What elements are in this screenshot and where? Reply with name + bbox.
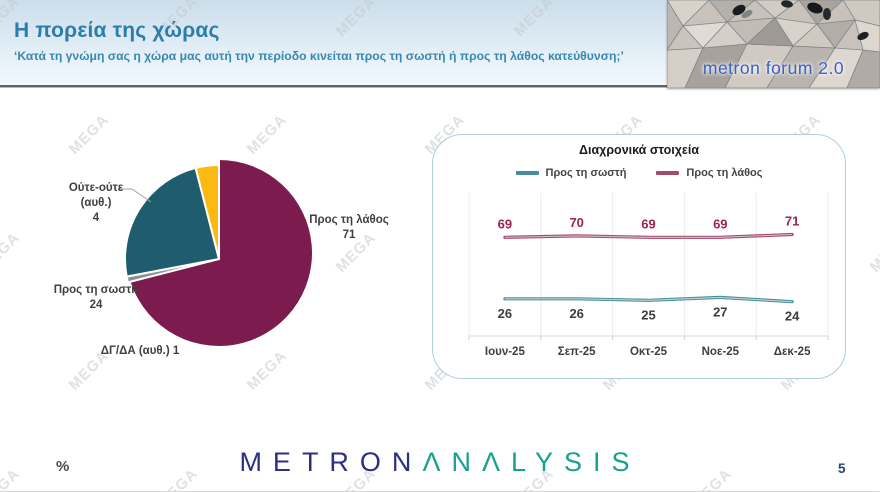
pie-callout-dgda-label: ΔΓ/ΔΑ (αυθ.) 1: [100, 345, 180, 357]
mega-watermark: MEGA: [866, 229, 880, 276]
svg-text:Ιουν-25: Ιουν-25: [485, 346, 526, 358]
legend-label-lathos: Προς τη λάθος: [686, 167, 763, 179]
svg-text:Νοε-25: Νοε-25: [702, 346, 740, 358]
svg-text:Σεπ-25: Σεπ-25: [558, 346, 596, 358]
pie-callout-oute-value: 4: [92, 212, 100, 224]
pie-callout-oute: Ούτε-ούτε (αυθ.) 4: [50, 181, 142, 226]
legend-item-lathos: Προς τη λάθος: [656, 167, 762, 179]
svg-text:Οκτ-25: Οκτ-25: [630, 346, 668, 358]
svg-text:26: 26: [498, 306, 512, 321]
svg-text:69: 69: [498, 216, 512, 231]
header: Η πορεία της χώρας ‘Κατά τη γνώμη σας η …: [14, 19, 624, 63]
metron-analysis-logo: METRONΛNΛLYSIS: [0, 447, 880, 478]
pie-callout-lathos-label: Προς τη λάθος: [309, 214, 389, 226]
svg-text:70: 70: [569, 215, 583, 230]
pie-callout-oute-label2: (αυθ.): [80, 197, 112, 209]
legend-swatch-sosti: [515, 171, 539, 175]
pie-callout-dgda: ΔΓ/ΔΑ (αυθ.) 1: [88, 344, 192, 359]
pie-callout-oute-label: Ούτε-ούτε: [68, 182, 124, 194]
svg-text:71: 71: [785, 214, 799, 229]
pie-callout-sosti-label: Προς τη σωστή: [53, 284, 139, 296]
svg-text:25: 25: [641, 307, 655, 322]
legend-swatch-lathos: [656, 171, 680, 175]
page-number: 5: [838, 461, 846, 476]
svg-text:Δεκ-25: Δεκ-25: [774, 346, 811, 358]
legend-label-sosti: Προς τη σωστή: [545, 167, 627, 179]
brand-analysis: ΛNΛLYSIS: [422, 447, 641, 477]
trend-line-chart: Ιουν-25 Σεπ-25 Οκτ-25 Νοε-25 Δεκ-25 26 26 25 27 2…: [468, 193, 829, 358]
header-divider-shadow: [0, 87, 880, 88]
pie-svg: [118, 158, 314, 348]
pie-callout-sosti-value: 24: [89, 299, 103, 311]
svg-text:69: 69: [713, 216, 727, 231]
svg-text:69: 69: [641, 216, 655, 231]
trend-legend: Προς τη σωστή Προς τη λάθος: [433, 167, 845, 179]
svg-text:24: 24: [785, 309, 800, 324]
percent-note: %: [56, 458, 70, 475]
mosaic-photo: [667, 0, 880, 88]
brand-metron: METRON: [239, 447, 423, 477]
header-divider: [0, 85, 880, 87]
trend-panel: Διαχρονικά στοιχεία Προς τη σωστή Προς τ…: [432, 134, 846, 379]
metron-forum-logo: metron forum 2.0: [667, 0, 880, 88]
pie-callout-lathos-value: 71: [342, 229, 356, 241]
legend-item-sosti: Προς τη σωστή: [515, 167, 627, 179]
svg-text:27: 27: [713, 304, 727, 319]
trend-panel-title: Διαχρονικά στοιχεία: [578, 143, 700, 157]
direction-pie-chart: [28, 118, 420, 408]
metron-forum-wordmark: metron forum 2.0: [702, 58, 845, 78]
page-subtitle: ‘Κατά τη γνώμη σας η χώρα μας αυτή την π…: [14, 49, 624, 63]
page-title: Η πορεία της χώρας: [14, 19, 220, 42]
people-silhouettes: [732, 0, 869, 41]
pie-callout-lathos: Προς τη λάθος 71: [297, 213, 401, 243]
svg-text:26: 26: [569, 306, 583, 321]
pie-callout-sosti: Προς τη σωστή 24: [47, 283, 145, 313]
mega-watermark: MEGA: [0, 229, 24, 276]
